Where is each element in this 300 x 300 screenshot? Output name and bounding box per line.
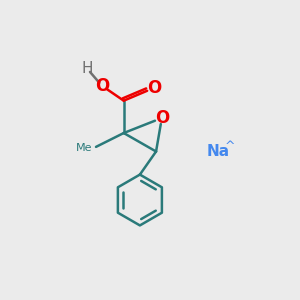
Text: H: H	[81, 61, 92, 76]
Text: Na: Na	[207, 144, 230, 159]
Text: O: O	[155, 109, 169, 127]
Text: O: O	[147, 79, 161, 97]
Text: ^: ^	[224, 140, 235, 153]
Text: O: O	[95, 77, 109, 95]
Text: Me: Me	[76, 143, 92, 153]
